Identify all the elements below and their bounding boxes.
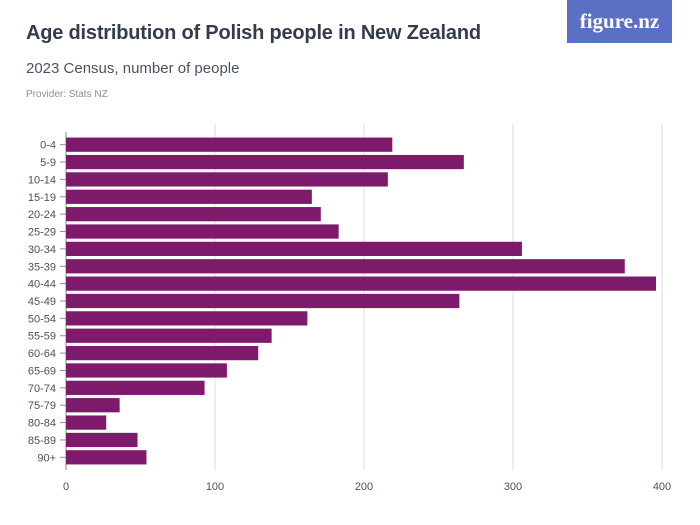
y-tick-label: 85-89 [28, 435, 56, 447]
y-tick-label: 25-29 [28, 227, 56, 239]
bar [66, 345, 259, 361]
bar [66, 311, 308, 326]
y-tick-label: 75-79 [28, 400, 56, 412]
y-tick-label: 70-74 [28, 383, 56, 395]
y-tick-label: 15-19 [28, 192, 56, 204]
bar [66, 172, 388, 187]
bar [66, 380, 205, 395]
figure-nz-logo[interactable]: figure.nz [567, 0, 672, 43]
y-tick-label: 35-39 [28, 261, 56, 273]
bar [66, 415, 107, 430]
bar [66, 137, 393, 152]
bar [66, 398, 120, 413]
bar [66, 207, 321, 222]
bar [66, 224, 339, 239]
y-tick-label: 65-69 [28, 365, 56, 377]
bar [66, 450, 147, 465]
bar [66, 328, 272, 343]
bar [66, 189, 312, 204]
y-tick-label: 10-14 [28, 174, 56, 186]
bar [66, 154, 464, 170]
bar [66, 432, 138, 448]
bar [66, 363, 227, 378]
x-tick-label: 300 [504, 481, 522, 493]
y-tick-label: 45-49 [28, 296, 56, 308]
y-tick-label: 20-24 [28, 209, 56, 221]
chart-subtitle: 2023 Census, number of people [26, 60, 240, 77]
y-tick-label: 50-54 [28, 313, 56, 325]
provider-label: Provider: Stats NZ [26, 89, 108, 100]
y-tick-label: 60-64 [28, 348, 56, 360]
y-tick-label: 55-59 [28, 331, 56, 343]
x-tick-label: 100 [206, 481, 224, 493]
bar [66, 241, 522, 257]
x-tick-label: 400 [653, 481, 671, 493]
y-tick-label: 30-34 [28, 244, 56, 256]
y-tick-label: 5-9 [40, 157, 56, 169]
y-tick-label: 80-84 [28, 418, 56, 430]
y-tick-label: 40-44 [28, 279, 56, 291]
bar [66, 276, 657, 291]
bar [66, 293, 460, 309]
y-tick-label: 90+ [37, 452, 56, 464]
chart-title: Age distribution of Polish people in New… [26, 22, 481, 44]
x-tick-label: 0 [63, 481, 69, 493]
y-tick-label: 0-4 [40, 140, 56, 152]
bar [66, 259, 625, 274]
x-tick-label: 200 [355, 481, 373, 493]
